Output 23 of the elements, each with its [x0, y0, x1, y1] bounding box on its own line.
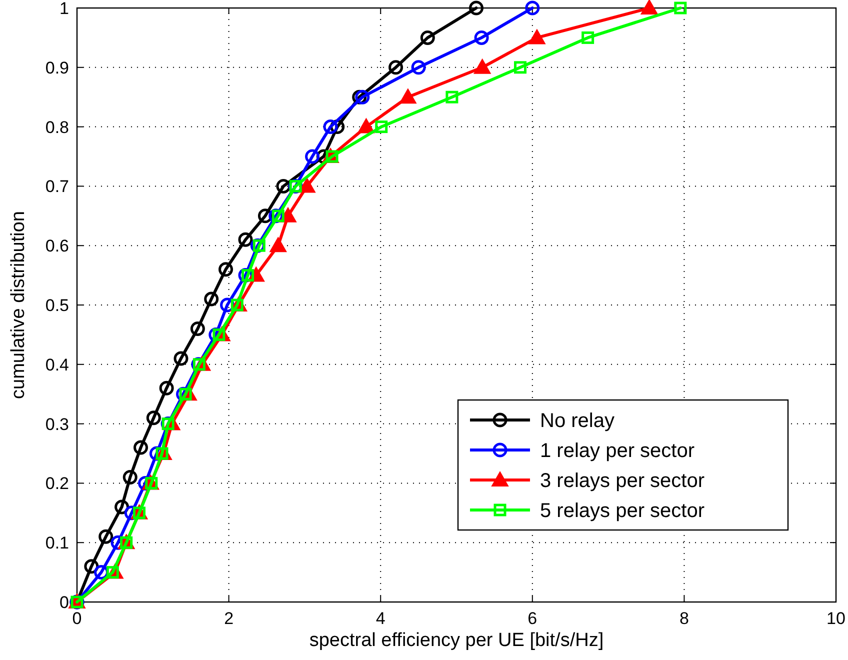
y-axis-title: cumulative distribution [8, 211, 29, 399]
y-tick-label: 0.2 [45, 474, 69, 494]
y-tick-label: 0.6 [45, 236, 69, 256]
x-tick-label: 8 [679, 609, 689, 628]
x-tick-label: 0 [72, 609, 82, 628]
y-tick-label: 0.1 [45, 534, 69, 553]
y-tick-label: 0.7 [45, 177, 69, 196]
y-tick-label: 0.9 [45, 58, 69, 78]
y-tick-label: 0.4 [45, 355, 69, 374]
y-tick-label: 0.8 [45, 118, 69, 137]
x-tick-label: 4 [376, 609, 386, 628]
legend-label: 3 relays per sector [540, 470, 705, 492]
y-tick-label: 0.3 [45, 414, 69, 434]
legend-label: No relay [540, 410, 614, 432]
y-tick-label: 1 [60, 0, 69, 18]
x-tick-label: 10 [826, 609, 846, 628]
legend-label: 5 relays per sector [540, 500, 705, 522]
x-tick-label: 2 [224, 609, 234, 628]
x-axis-title: spectral efficiency per UE [bit/s/Hz] [309, 630, 604, 651]
y-tick-label: 0.5 [45, 296, 69, 315]
x-tick-label: 6 [528, 609, 538, 628]
legend-label: 1 relay per sector [540, 440, 695, 462]
y-tick-label: 0 [60, 593, 69, 612]
